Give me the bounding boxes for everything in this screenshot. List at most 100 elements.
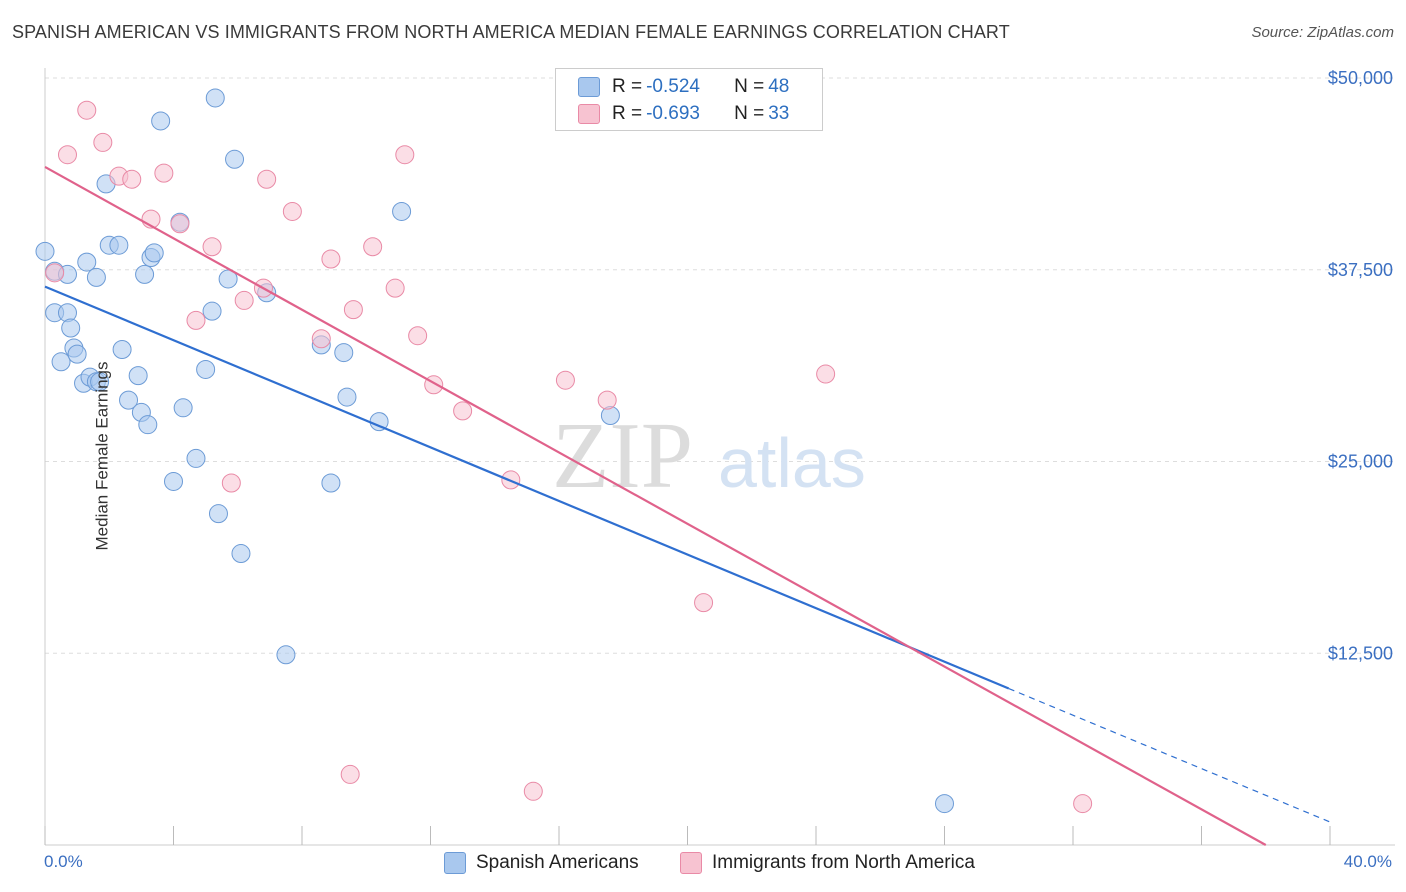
r-label: R = bbox=[612, 76, 643, 97]
legend-swatch-pink bbox=[680, 852, 702, 874]
stats-swatch-blue bbox=[578, 77, 600, 97]
point-spanish-american bbox=[392, 201, 412, 221]
stats-box: R = -0.524 N = 48 R = -0.693 N = 33 bbox=[555, 68, 823, 131]
point-spanish-american bbox=[77, 252, 97, 272]
point-immigrant-north-america bbox=[311, 329, 331, 349]
point-spanish-american bbox=[135, 264, 155, 284]
n-label: N = bbox=[734, 103, 765, 124]
n-value: 48 bbox=[768, 76, 790, 97]
chart-title: SPANISH AMERICAN VS IMMIGRANTS FROM NORT… bbox=[12, 22, 1010, 42]
point-spanish-american bbox=[138, 415, 158, 435]
legend-label: Immigrants from North America bbox=[712, 852, 975, 873]
trend-line-extension bbox=[1008, 687, 1331, 823]
y-axis-label: Median Female Earnings bbox=[92, 361, 112, 551]
y-tick-label: $37,500 bbox=[1328, 260, 1393, 280]
point-spanish-american bbox=[276, 645, 296, 665]
trend-lines bbox=[44, 166, 1331, 846]
point-spanish-american bbox=[935, 794, 954, 814]
point-spanish-american bbox=[205, 88, 225, 108]
x-tick-max: 40.0% bbox=[1343, 852, 1392, 871]
point-spanish-american bbox=[51, 352, 71, 372]
point-immigrant-north-america bbox=[385, 278, 405, 298]
y-tick-label: $50,000 bbox=[1328, 68, 1393, 88]
point-immigrant-north-america bbox=[816, 364, 836, 384]
point-immigrant-north-america bbox=[122, 169, 142, 189]
r-label: R = bbox=[612, 103, 643, 124]
data-points bbox=[35, 88, 1093, 814]
point-immigrant-north-america bbox=[343, 300, 363, 320]
y-tick-label: $12,500 bbox=[1328, 643, 1393, 663]
point-immigrant-north-america bbox=[221, 473, 241, 493]
point-immigrant-north-america bbox=[340, 764, 360, 784]
point-immigrant-north-america bbox=[154, 163, 174, 183]
legend-label: Spanish Americans bbox=[476, 852, 639, 873]
source-label: Source: ZipAtlas.com bbox=[1251, 24, 1394, 41]
point-immigrant-north-america bbox=[45, 263, 65, 283]
point-spanish-american bbox=[186, 448, 206, 468]
point-spanish-american bbox=[109, 235, 129, 255]
point-spanish-american bbox=[196, 359, 216, 379]
point-spanish-american bbox=[173, 398, 193, 418]
stats-row-immigrants: R = -0.693 N = 33 bbox=[578, 102, 790, 126]
point-immigrant-north-america bbox=[408, 326, 428, 346]
point-spanish-american bbox=[57, 303, 77, 323]
trend-line-spanish bbox=[44, 285, 1010, 690]
point-immigrant-north-america bbox=[1073, 794, 1093, 814]
point-immigrant-north-america bbox=[93, 132, 113, 152]
point-immigrant-north-america bbox=[555, 370, 575, 390]
watermark-zip: ZIP bbox=[552, 404, 693, 508]
point-immigrant-north-america bbox=[282, 201, 302, 221]
stats-swatch-pink bbox=[578, 104, 600, 124]
point-spanish-american bbox=[128, 366, 148, 386]
point-spanish-american bbox=[86, 267, 106, 287]
stats-row-spanish: R = -0.524 N = 48 bbox=[578, 75, 790, 99]
point-spanish-american bbox=[144, 243, 164, 263]
r-value: -0.693 bbox=[646, 103, 700, 124]
point-immigrant-north-america bbox=[597, 390, 617, 410]
point-immigrant-north-america bbox=[186, 310, 206, 330]
point-spanish-american bbox=[321, 473, 341, 493]
point-immigrant-north-america bbox=[453, 401, 473, 421]
n-value: 33 bbox=[768, 103, 790, 124]
point-spanish-american bbox=[225, 149, 245, 169]
point-immigrant-north-america bbox=[363, 237, 383, 257]
point-spanish-american bbox=[35, 241, 55, 261]
legend-swatch-blue bbox=[444, 852, 466, 874]
n-label: N = bbox=[734, 76, 765, 97]
r-value: -0.524 bbox=[646, 76, 700, 97]
point-spanish-american bbox=[112, 340, 132, 360]
trend-line-immigrants bbox=[44, 166, 1267, 846]
point-spanish-american bbox=[67, 344, 87, 364]
point-spanish-american bbox=[202, 301, 222, 321]
point-spanish-american bbox=[334, 343, 354, 363]
point-spanish-american bbox=[337, 387, 357, 407]
point-spanish-american bbox=[218, 269, 238, 289]
point-spanish-american bbox=[119, 390, 139, 410]
point-immigrant-north-america bbox=[257, 169, 277, 189]
watermark-atlas: atlas bbox=[718, 424, 866, 502]
point-spanish-american bbox=[164, 471, 183, 491]
point-spanish-american bbox=[90, 372, 110, 392]
legend-item-immigrants[interactable]: Immigrants from North America bbox=[680, 852, 975, 874]
point-immigrant-north-america bbox=[202, 237, 222, 257]
point-spanish-american bbox=[231, 544, 251, 564]
legend-item-spanish[interactable]: Spanish Americans bbox=[444, 852, 639, 874]
point-immigrant-north-america bbox=[523, 781, 543, 801]
point-immigrant-north-america bbox=[321, 249, 341, 269]
point-immigrant-north-america bbox=[395, 145, 415, 165]
y-tick-labels: $12,500 $25,000 $37,500 $50,000 bbox=[1328, 68, 1393, 663]
axes bbox=[44, 68, 1395, 846]
point-spanish-american bbox=[151, 111, 171, 131]
y-tick-label: $25,000 bbox=[1328, 452, 1393, 472]
point-immigrant-north-america bbox=[694, 593, 714, 613]
point-immigrant-north-america bbox=[234, 290, 254, 310]
legend: Spanish Americans Immigrants from North … bbox=[0, 852, 1406, 878]
point-spanish-american bbox=[600, 405, 620, 425]
point-spanish-american bbox=[208, 504, 228, 524]
point-spanish-american bbox=[61, 318, 81, 338]
x-tick-min: 0.0% bbox=[44, 852, 83, 871]
point-immigrant-north-america bbox=[57, 145, 77, 165]
point-immigrant-north-america bbox=[77, 100, 97, 120]
point-immigrant-north-america bbox=[170, 214, 190, 234]
